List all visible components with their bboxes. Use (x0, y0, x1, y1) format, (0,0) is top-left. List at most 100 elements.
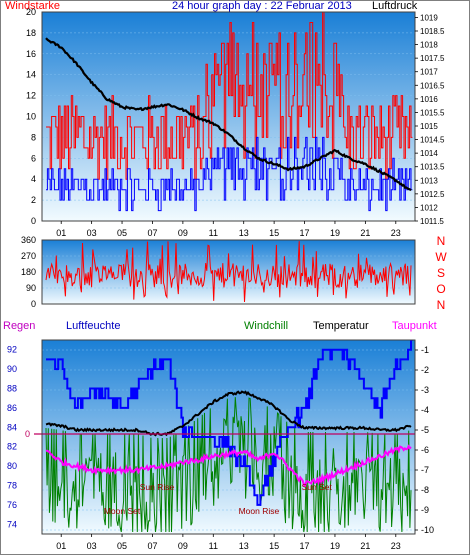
x-tick-label: 17 (300, 228, 310, 238)
panel3-border (41, 339, 416, 535)
x-tick-label: 23 (391, 228, 401, 238)
wind-tick-label: 2 (31, 195, 36, 205)
x-tick-label: 11 (209, 541, 218, 551)
pressure-tick-label: 1014 (420, 149, 438, 158)
sun-moon-annotation: Sun Set (302, 482, 333, 492)
temperature-tick-label: -7 (421, 465, 429, 475)
temperature-tick-label: -3 (421, 385, 429, 395)
x-tick-label: 15 (269, 541, 279, 551)
wind-tick-label: 8 (31, 132, 36, 142)
x-tick-label: 15 (269, 228, 279, 238)
wind-tick-label: 6 (31, 153, 36, 163)
wind-tick-label: 20 (26, 7, 36, 17)
x-tick-label: 11 (209, 228, 218, 238)
panel1-plot (42, 12, 415, 221)
compass-label: N (437, 298, 446, 312)
pressure-tick-label: 1017.5 (420, 54, 445, 63)
luftdruck-label: Luftdruck (372, 0, 418, 12)
pressure-tick-label: 1015 (420, 122, 438, 131)
temperatur-label: Temperatur (313, 320, 369, 332)
windstarke-label: Windstarke (5, 0, 61, 12)
x-tick-label: 13 (239, 541, 249, 551)
x-tick-label: 05 (117, 228, 127, 238)
x-tick-label: 09 (178, 228, 188, 238)
temperature-tick-label: -2 (421, 365, 429, 375)
pressure-tick-label: 1015.5 (420, 108, 445, 117)
dewpoint-series (46, 444, 412, 488)
humidity-tick-label: 76 (7, 500, 17, 510)
temperature-tick-label: -6 (421, 445, 429, 455)
wind-tick-label: 12 (26, 91, 36, 101)
x-tick-label: 07 (147, 541, 157, 551)
humidity-tick-label: 80 (7, 461, 17, 471)
pressure-tick-label: 1016 (420, 95, 438, 104)
wind-tick-label: 4 (31, 174, 36, 184)
temperature-tick-label: -4 (421, 405, 429, 415)
compass-label: N (437, 234, 446, 248)
pressure-tick-label: 1018.5 (420, 27, 445, 36)
regen-label: Regen (3, 320, 36, 332)
temperature-tick-label: -9 (421, 505, 429, 515)
pressure-series (45, 37, 412, 192)
direction-tick-label: 0 (31, 299, 36, 309)
direction-tick-label: 360 (21, 235, 36, 245)
wind-avg-series (46, 136, 413, 212)
rain-tick-label: 0 (25, 429, 30, 439)
temperature-tick-label: -10 (421, 525, 434, 535)
x-tick-label: 01 (56, 228, 66, 238)
pressure-tick-label: 1018 (420, 41, 438, 50)
pressure-tick-label: 1019 (420, 13, 438, 22)
humidity-tick-label: 90 (7, 364, 17, 374)
temperature-tick-label: -8 (421, 485, 429, 495)
x-tick-label: 09 (178, 541, 188, 551)
direction-tick-label: 90 (26, 283, 36, 293)
humidity-tick-label: 74 (7, 519, 17, 529)
x-tick-label: 13 (239, 228, 249, 238)
x-tick-label: 21 (360, 228, 370, 238)
wind-tick-label: 10 (26, 112, 36, 122)
wind-tick-label: 16 (26, 49, 36, 59)
chart-title: 24 hour graph day : 22 Februar 2013 (172, 0, 352, 12)
humidity-tick-label: 86 (7, 403, 17, 413)
x-tick-label: 23 (391, 541, 401, 551)
panel2-plot (42, 240, 415, 304)
wind-tick-label: 14 (26, 70, 36, 80)
panel2-border (41, 239, 416, 305)
windchill-series (45, 397, 412, 533)
x-tick-label: 19 (330, 228, 340, 238)
humidity-tick-label: 82 (7, 442, 17, 452)
x-tick-label: 03 (87, 228, 97, 238)
taupunkt-label: Taupunkt (392, 320, 437, 332)
temperature-tick-label: -5 (421, 425, 429, 435)
compass-label: S (437, 266, 445, 280)
x-tick-label: 21 (360, 541, 370, 551)
humidity-tick-label: 92 (7, 345, 17, 355)
pressure-tick-label: 1014.5 (420, 136, 445, 145)
pressure-tick-label: 1013 (420, 176, 438, 185)
x-tick-label: 07 (147, 228, 157, 238)
pressure-tick-label: 1013.5 (420, 163, 445, 172)
panel2-background (42, 240, 415, 304)
pressure-tick-label: 1012.5 (420, 190, 445, 199)
sun-moon-annotation: Moon Rise (239, 506, 280, 516)
pressure-tick-label: 1017 (420, 68, 438, 77)
temperature-humidity-panel: 0 Sun Rise Moon Set Moon Rise Sun Set 74 76 78 8… (7, 339, 434, 551)
x-tick-label: 03 (87, 541, 97, 551)
humidity-tick-label: 88 (7, 384, 17, 394)
humidity-tick-label: 78 (7, 481, 17, 491)
direction-tick-label: 270 (21, 251, 36, 261)
wind-tick-label: 0 (31, 216, 36, 226)
temperature-tick-label: -1 (421, 345, 429, 355)
windchill-label: Windchill (244, 320, 289, 332)
x-tick-label: 01 (56, 541, 66, 551)
x-tick-label: 19 (330, 541, 340, 551)
luftfeuchte-label: Luftfeuchte (66, 320, 121, 332)
wind-pressure-panel: 024681012141618201011.510121012.51013101… (26, 7, 445, 238)
wind-gust-series (46, 12, 413, 180)
pressure-tick-label: 1012 (420, 203, 438, 212)
sun-moon-annotation: Moon Set (104, 506, 141, 516)
temperature-series (45, 390, 412, 437)
x-tick-label: 17 (300, 541, 310, 551)
